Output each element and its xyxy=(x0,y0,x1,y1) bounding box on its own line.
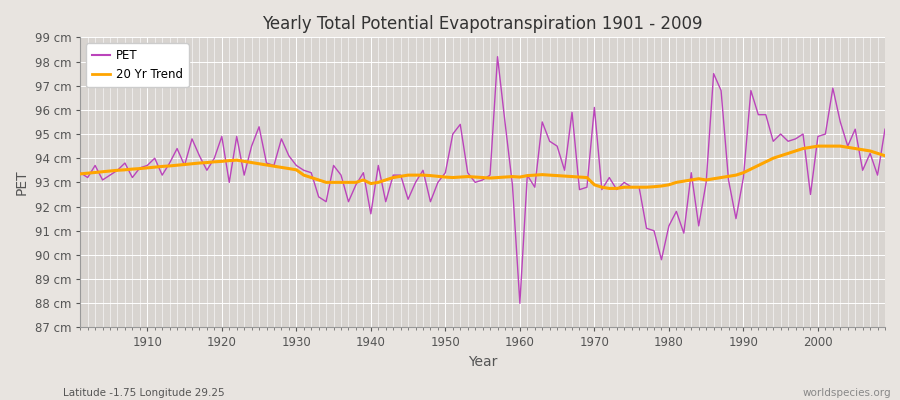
Y-axis label: PET: PET xyxy=(15,170,29,195)
Title: Yearly Total Potential Evapotranspiration 1901 - 2009: Yearly Total Potential Evapotranspiratio… xyxy=(263,15,703,33)
Text: Latitude -1.75 Longitude 29.25: Latitude -1.75 Longitude 29.25 xyxy=(63,388,225,398)
X-axis label: Year: Year xyxy=(468,355,498,369)
Legend: PET, 20 Yr Trend: PET, 20 Yr Trend xyxy=(86,43,188,87)
Text: worldspecies.org: worldspecies.org xyxy=(803,388,891,398)
